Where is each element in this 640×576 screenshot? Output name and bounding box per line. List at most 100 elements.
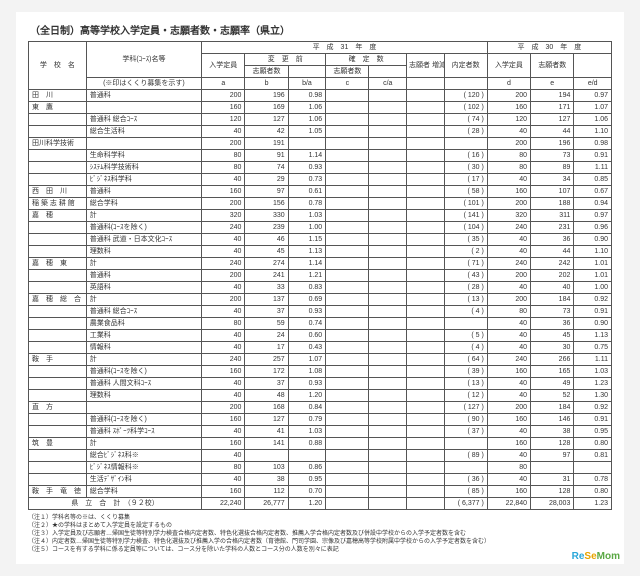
- cell-e: 52: [531, 390, 574, 402]
- cell-ca: [369, 354, 407, 366]
- cell-dl: [407, 246, 445, 258]
- hdr-ca: c/a: [369, 78, 407, 90]
- cell-ed: 0.90: [574, 234, 612, 246]
- cell-ca: [369, 450, 407, 462]
- cell-ba: 0.95: [288, 474, 326, 486]
- table-row: ｼｽﾃﾑ科学技術科80740.93( 30 )80891.11: [29, 162, 612, 174]
- cell-sch: [29, 174, 87, 186]
- cell-nt: ( 12 ): [444, 390, 487, 402]
- cell-ca: [369, 174, 407, 186]
- hdr-b: b: [245, 78, 288, 90]
- cell-b: 257: [245, 354, 288, 366]
- table-row: 普通科(ｺｰｽを除く)2402391.00( 104 )2402310.96: [29, 222, 612, 234]
- table-row: 直 方2001680.84( 127 )2001840.92: [29, 402, 612, 414]
- cell-c: [326, 402, 369, 414]
- cell-crs: 普通科(ｺｰｽを除く): [86, 366, 201, 378]
- cell-ed: [574, 462, 612, 474]
- cell-ca: [369, 282, 407, 294]
- cell-d: 200: [487, 270, 530, 282]
- cell-crs: 総合ﾋﾞｼﾞﾈｽ科※: [86, 450, 201, 462]
- cell-ba: 0.73: [288, 174, 326, 186]
- grand-ed: 1.23: [574, 498, 612, 510]
- cell-dl: [407, 174, 445, 186]
- cell-b: 38: [245, 474, 288, 486]
- cell-dl: [407, 198, 445, 210]
- cell-dl: [407, 330, 445, 342]
- cell-d: 40: [487, 318, 530, 330]
- cell-sch: [29, 150, 87, 162]
- cell-e: 73: [531, 306, 574, 318]
- note-2: （注２）★の学科はまとめて入学定員を設定するもの: [28, 522, 612, 530]
- cell-e: 128: [531, 438, 574, 450]
- table-row: 総合ﾋﾞｼﾞﾈｽ科※40( 89 )40970.81: [29, 450, 612, 462]
- cell-ba: 1.06: [288, 114, 326, 126]
- cell-b: 46: [245, 234, 288, 246]
- cell-d: 120: [487, 114, 530, 126]
- cell-a: 160: [202, 102, 245, 114]
- cell-c: [326, 342, 369, 354]
- cell-dl: [407, 222, 445, 234]
- cell-d: 160: [487, 438, 530, 450]
- cell-ca: [369, 366, 407, 378]
- cell-e: 44: [531, 126, 574, 138]
- cell-sch: [29, 282, 87, 294]
- cell-ca: [369, 126, 407, 138]
- cell-ed: 1.10: [574, 126, 612, 138]
- cell-crs: 普通科: [86, 186, 201, 198]
- cell-dl: [407, 90, 445, 102]
- cell-dl: [407, 126, 445, 138]
- cell-e: 128: [531, 486, 574, 498]
- table-row: 嘉 穂 東計2402741.14( 71 )2402421.01: [29, 258, 612, 270]
- cell-sch: 田 川: [29, 90, 87, 102]
- cell-c: [326, 234, 369, 246]
- hdr-e: e: [531, 78, 574, 90]
- cell-sch: [29, 390, 87, 402]
- cell-sch: [29, 126, 87, 138]
- cell-dl: [407, 354, 445, 366]
- cell-sch: [29, 474, 87, 486]
- cell-crs: ｼｽﾃﾑ科学技術科: [86, 162, 201, 174]
- cell-sch: 東 鷹: [29, 102, 87, 114]
- cell-c: [326, 294, 369, 306]
- cell-ed: 1.03: [574, 366, 612, 378]
- cell-a: 80: [202, 162, 245, 174]
- cell-e: [531, 462, 574, 474]
- cell-d: 160: [487, 186, 530, 198]
- cell-e: 36: [531, 318, 574, 330]
- cell-ba: 0.78: [288, 198, 326, 210]
- cell-ed: 1.30: [574, 390, 612, 402]
- cell-ed: 1.01: [574, 258, 612, 270]
- cell-nt: ( 39 ): [444, 366, 487, 378]
- cell-dl: [407, 318, 445, 330]
- cell-d: 40: [487, 450, 530, 462]
- cell-ed: 0.90: [574, 318, 612, 330]
- cell-ba: 0.98: [288, 90, 326, 102]
- cell-c: [326, 222, 369, 234]
- cell-ba: 1.14: [288, 258, 326, 270]
- cell-e: 194: [531, 90, 574, 102]
- cell-ed: 0.91: [574, 150, 612, 162]
- cell-dl: [407, 486, 445, 498]
- cell-sch: 筑 豊: [29, 438, 87, 450]
- cell-crs: 計: [86, 258, 201, 270]
- cell-c: [326, 366, 369, 378]
- cell-ba: 1.06: [288, 102, 326, 114]
- cell-crs: 理数科: [86, 390, 201, 402]
- cell-nt: ( 16 ): [444, 150, 487, 162]
- cell-dl: [407, 462, 445, 474]
- table-row: 理数科40451.13( 2 )40441.10: [29, 246, 612, 258]
- cell-ba: 1.07: [288, 354, 326, 366]
- cell-nt: ( 64 ): [444, 354, 487, 366]
- cell-b: 274: [245, 258, 288, 270]
- cell-crs: 普通科: [86, 270, 201, 282]
- cell-a: 40: [202, 390, 245, 402]
- cell-d: 80: [487, 162, 530, 174]
- cell-b: 137: [245, 294, 288, 306]
- cell-crs: 工業科: [86, 330, 201, 342]
- cell-c: [326, 186, 369, 198]
- cell-ed: 0.91: [574, 414, 612, 426]
- cell-dl: [407, 426, 445, 438]
- cell-dl: [407, 378, 445, 390]
- cell-a: 40: [202, 450, 245, 462]
- cell-crs: 農業食品科: [86, 318, 201, 330]
